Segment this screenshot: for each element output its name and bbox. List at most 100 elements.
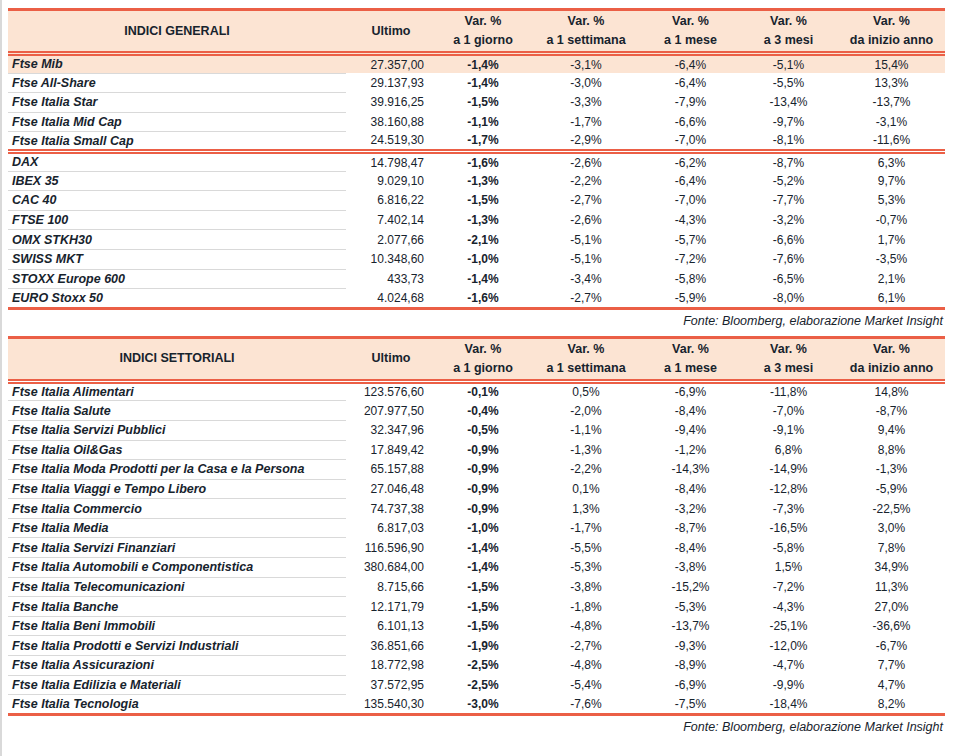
index-name: Ftse All-Share	[8, 73, 346, 93]
index-name: Ftse Italia Prodotti e Servizi Industria…	[8, 636, 346, 656]
ultimo-label: Ultimo	[346, 22, 436, 41]
column-header-var-1day: Var. %a 1 giorno	[436, 337, 530, 381]
var-label: Var. %	[530, 12, 642, 31]
var-3months-value: 1,5%	[739, 558, 838, 578]
var-1month-value: -7,0%	[642, 132, 739, 152]
period-label: a 1 settimana	[530, 31, 642, 50]
var-3months-value: -9,9%	[739, 675, 838, 695]
var-3months-value: -3,2%	[739, 210, 838, 230]
market-indices-report-page: INDICI GENERALI Ultimo Var. %a 1 giorno …	[0, 0, 953, 756]
table-row: Ftse Italia Small Cap 24.519,30 -1,7% -2…	[8, 132, 945, 152]
var-1month-value: -6,2%	[642, 151, 739, 171]
var-ytd-value: 7,7%	[838, 656, 945, 676]
var-ytd-value: 6,1%	[838, 289, 945, 309]
var-1week-value: -1,8%	[530, 597, 642, 617]
var-1week-value: 1,3%	[530, 499, 642, 519]
var-ytd-value: -1,3%	[838, 460, 945, 480]
table-row: Ftse Italia Servizi Pubblici 32.347,96 -…	[8, 420, 945, 440]
index-name: Ftse Italia Salute	[8, 401, 346, 421]
var-ytd-value: 9,4%	[838, 420, 945, 440]
var-3months-value: -8,0%	[739, 289, 838, 309]
index-last-value: 36.851,66	[346, 636, 436, 656]
var-3months-value: -5,5%	[739, 73, 838, 93]
var-1day-value: -1,0%	[436, 249, 530, 269]
index-last-value: 123.576,60	[346, 381, 436, 401]
var-1month-value: -13,7%	[642, 616, 739, 636]
index-last-value: 10.348,60	[346, 249, 436, 269]
var-1week-value: -3,3%	[530, 93, 642, 113]
period-label: a 3 mesi	[739, 31, 838, 50]
var-1day-value: -0,9%	[436, 479, 530, 499]
var-3months-value: -13,4%	[739, 93, 838, 113]
index-name: Ftse Italia Automobili e Componentistica	[8, 558, 346, 578]
var-1month-value: -8,7%	[642, 518, 739, 538]
var-ytd-value: -36,6%	[838, 616, 945, 636]
var-ytd-value: 8,2%	[838, 695, 945, 715]
var-ytd-value: -13,7%	[838, 93, 945, 113]
index-last-value: 6.817,03	[346, 518, 436, 538]
table-row: Ftse Italia Tecnologia 135.540,30 -3,0% …	[8, 695, 945, 715]
var-1day-value: -1,4%	[436, 269, 530, 289]
ultimo-label: Ultimo	[346, 349, 436, 368]
index-name: Ftse Italia Beni Immobili	[8, 616, 346, 636]
table-title: INDICI SETTORIALI	[8, 337, 346, 381]
var-1day-value: -2,5%	[436, 656, 530, 676]
var-label: Var. %	[436, 340, 530, 359]
var-1week-value: -3,1%	[530, 54, 642, 74]
source-caption: Fonte: Bloomberg, elaborazione Market In…	[8, 716, 945, 740]
var-ytd-value: 1,7%	[838, 230, 945, 250]
var-1month-value: -6,6%	[642, 112, 739, 132]
table-title-label: INDICI GENERALI	[8, 22, 346, 41]
var-3months-value: -25,1%	[739, 616, 838, 636]
var-1month-value: -15,2%	[642, 577, 739, 597]
var-1week-value: -1,1%	[530, 420, 642, 440]
var-3months-value: -9,7%	[739, 112, 838, 132]
index-name: Ftse Italia Alimentari	[8, 381, 346, 401]
var-1week-value: 0,5%	[530, 381, 642, 401]
sector-indices-table: INDICI SETTORIALI Ultimo Var. %a 1 giorn…	[8, 336, 945, 716]
index-last-value: 7.402,14	[346, 210, 436, 230]
table-title-label: INDICI SETTORIALI	[8, 349, 346, 368]
var-1week-value: -2,6%	[530, 151, 642, 171]
var-3months-value: -6,6%	[739, 230, 838, 250]
var-3months-value: -14,9%	[739, 460, 838, 480]
var-1week-value: -5,4%	[530, 675, 642, 695]
index-name: Ftse Italia Small Cap	[8, 132, 346, 152]
var-1month-value: -6,4%	[642, 54, 739, 74]
var-1day-value: -1,7%	[436, 132, 530, 152]
index-name: IBEX 35	[8, 171, 346, 191]
table-row: CAC 40 6.816,22 -1,5% -2,7% -7,0% -7,7% …	[8, 191, 945, 211]
var-1month-value: -8,9%	[642, 656, 739, 676]
column-header-var-1week: Var. %a 1 settimana	[530, 10, 642, 54]
var-1week-value: -2,6%	[530, 210, 642, 230]
var-1month-value: -3,2%	[642, 499, 739, 519]
column-header-var-3months: Var. %a 3 mesi	[739, 10, 838, 54]
var-1day-value: -1,4%	[436, 558, 530, 578]
index-last-value: 27.357,00	[346, 54, 436, 74]
var-1month-value: -14,3%	[642, 460, 739, 480]
var-1day-value: -1,3%	[436, 171, 530, 191]
var-1month-value: -3,8%	[642, 558, 739, 578]
var-1month-value: -5,8%	[642, 269, 739, 289]
var-ytd-value: -22,5%	[838, 499, 945, 519]
index-last-value: 29.137,93	[346, 73, 436, 93]
index-name: Ftse Mib	[8, 54, 346, 74]
index-last-value: 2.077,66	[346, 230, 436, 250]
var-3months-value: -8,1%	[739, 132, 838, 152]
index-last-value: 6.816,22	[346, 191, 436, 211]
var-1week-value: -4,8%	[530, 616, 642, 636]
index-name: Ftse Italia Tecnologia	[8, 695, 346, 715]
var-1week-value: -3,8%	[530, 577, 642, 597]
index-last-value: 8.715,66	[346, 577, 436, 597]
var-label: Var. %	[436, 12, 530, 31]
var-1month-value: -6,4%	[642, 73, 739, 93]
table-row: SWISS MKT 10.348,60 -1,0% -5,1% -7,2% -7…	[8, 249, 945, 269]
var-1day-value: -0,4%	[436, 401, 530, 421]
var-1day-value: -1,4%	[436, 54, 530, 74]
var-1month-value: -5,3%	[642, 597, 739, 617]
general-indices-table: INDICI GENERALI Ultimo Var. %a 1 giorno …	[8, 8, 945, 310]
var-ytd-value: 7,8%	[838, 538, 945, 558]
index-name: CAC 40	[8, 191, 346, 211]
index-last-value: 38.160,88	[346, 112, 436, 132]
index-last-value: 207.977,50	[346, 401, 436, 421]
